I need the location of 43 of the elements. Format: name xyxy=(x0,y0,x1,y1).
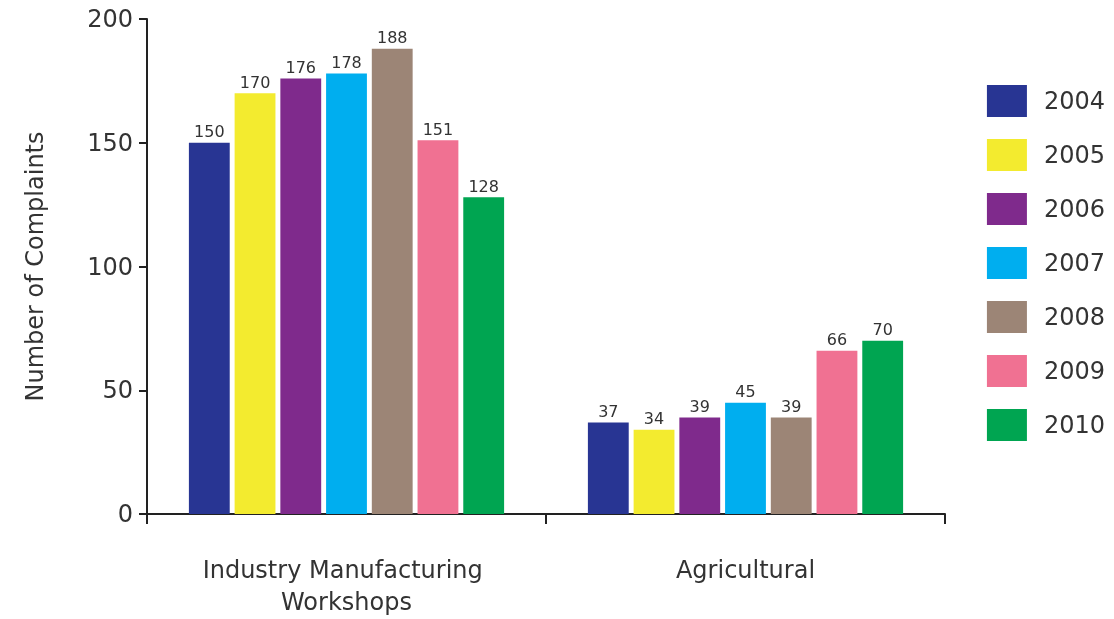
bar xyxy=(679,417,721,514)
y-tick-label: 200 xyxy=(87,5,133,33)
legend-label: 2010 xyxy=(1043,411,1105,439)
bar xyxy=(417,140,459,514)
data-label: 37 xyxy=(598,401,619,421)
legend-label: 2006 xyxy=(1043,195,1105,223)
bar xyxy=(633,429,675,514)
bar xyxy=(587,422,629,514)
bar xyxy=(725,402,766,514)
legend-label: 2007 xyxy=(1043,249,1105,277)
legend-label: 2005 xyxy=(1043,141,1105,169)
x-tick-label: Agricultural xyxy=(675,556,816,584)
bar xyxy=(770,417,812,514)
data-label: 39 xyxy=(781,396,802,416)
data-label: 66 xyxy=(826,330,848,350)
bar xyxy=(463,197,505,514)
data-label: 128 xyxy=(468,176,499,196)
bar xyxy=(234,93,276,514)
bar xyxy=(862,340,904,514)
data-label: 151 xyxy=(422,119,454,139)
legend-label: 2009 xyxy=(1043,357,1105,385)
y-tick-label: 150 xyxy=(87,128,133,157)
bar xyxy=(188,142,230,514)
y-tick-label: 50 xyxy=(102,376,133,405)
bar xyxy=(280,78,322,514)
data-label: 188 xyxy=(376,28,408,48)
data-label: 39 xyxy=(689,396,710,416)
data-label: 178 xyxy=(331,52,362,72)
data-label: 34 xyxy=(643,409,665,429)
legend-label: 2004 xyxy=(1043,87,1105,115)
y-tick-label: 100 xyxy=(87,252,133,281)
data-label: 45 xyxy=(735,382,756,402)
bar xyxy=(326,73,367,514)
data-label: 170 xyxy=(239,72,271,92)
legend-label: 2008 xyxy=(1043,303,1105,331)
data-label: 176 xyxy=(285,57,317,77)
x-tick-label: Industry Manufacturing Workshops xyxy=(202,556,491,616)
bar xyxy=(371,48,413,514)
data-label: 70 xyxy=(872,320,893,340)
bar xyxy=(816,350,858,514)
y-axis-title: Number of Complaints xyxy=(21,131,49,402)
y-tick-label: 0 xyxy=(117,500,133,528)
data-label: 150 xyxy=(194,122,225,142)
